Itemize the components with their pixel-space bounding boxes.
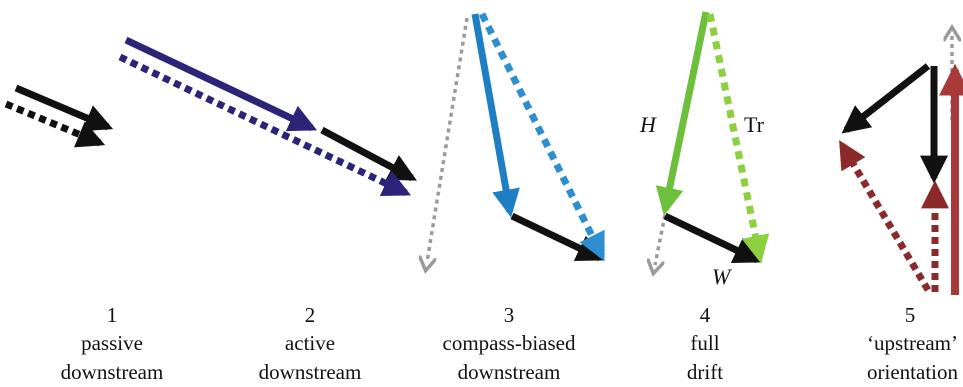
caption-2-line2: downstream (259, 360, 362, 384)
panel-2-track-arrow (118, 53, 412, 197)
panel-5-red-dotted-diagonal-arrow (838, 140, 932, 292)
panel-1-track-arrow (4, 100, 106, 148)
caption-panel-2: 2 active downstream (259, 303, 362, 384)
caption-5-line1: ‘upstream’ (867, 331, 958, 355)
panel-2-vectors (118, 36, 417, 197)
caption-panel-1: 1 passive downstream (61, 303, 164, 384)
caption-2-line1: active (285, 331, 335, 355)
panel-5-vectors (838, 36, 963, 295)
heading-label: H (639, 112, 657, 137)
track-label: Tr (744, 112, 765, 137)
caption-4-line2: drift (687, 360, 723, 384)
caption-4-number: 4 (700, 303, 711, 327)
captions: 1 passive downstream 2 active downstream… (61, 303, 959, 384)
panel-1-vectors (4, 84, 114, 148)
panel-3-heading-arrow (471, 13, 520, 218)
panel-2-heading-arrow (124, 36, 318, 132)
panel-4-heading-arrow (655, 11, 710, 216)
caption-5-line2: orientation (867, 360, 958, 384)
panel-3-track-arrow (478, 12, 606, 262)
caption-3-number: 3 (504, 303, 515, 327)
panel-5-heading-arrow (841, 63, 931, 134)
panel-4-gray-dotted-arrow (655, 214, 667, 265)
caption-panel-4: 4 full drift (687, 303, 723, 384)
panel-3-gray-dotted-arrow (427, 17, 469, 262)
panel-4-vectors: H Tr W (639, 11, 770, 289)
caption-4-line1: full (690, 331, 719, 355)
panel-4-wind-arrow (663, 212, 763, 264)
caption-panel-3: 3 compass-biased downstream (443, 303, 576, 384)
caption-1-line2: downstream (61, 360, 164, 384)
panel-2-wind-arrow (320, 126, 417, 182)
panel-3-vectors (427, 12, 606, 262)
caption-3-line2: downstream (458, 360, 561, 384)
caption-1-number: 1 (107, 303, 118, 327)
caption-3-line1: compass-biased (443, 331, 576, 355)
wind-label: W (712, 264, 732, 289)
panel-1-wind-arrow (14, 84, 114, 132)
caption-2-number: 2 (305, 303, 316, 327)
panel-3-wind-arrow (510, 212, 606, 262)
caption-1-line1: passive (81, 331, 143, 355)
caption-panel-5: 5 ‘upstream’ orientation (867, 303, 958, 384)
caption-5-number: 5 (905, 303, 916, 327)
